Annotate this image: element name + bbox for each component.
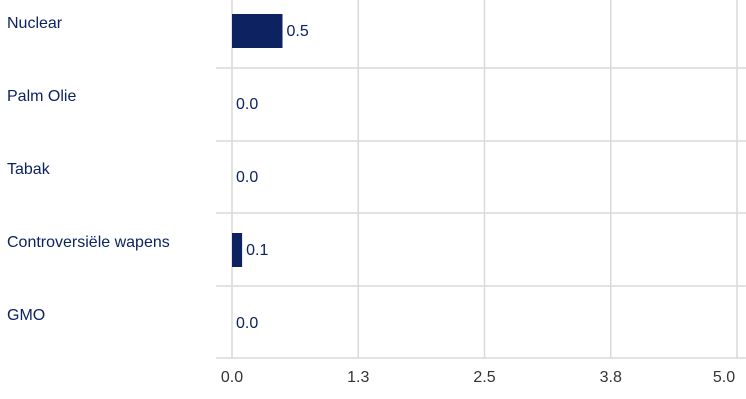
x-tick-label: 3.8 — [600, 369, 622, 386]
category-label: Tabak — [7, 161, 51, 178]
ticks-layer: 0.0 1.3 2.5 3.8 5.0 — [221, 369, 735, 386]
bars-layer — [232, 14, 283, 267]
x-tick-label: 0.0 — [221, 369, 243, 386]
category-label: Nuclear — [7, 15, 63, 32]
grid-layer — [216, 0, 746, 359]
x-tick-label: 5.0 — [713, 369, 735, 386]
category-label: Palm Olie — [7, 88, 76, 105]
x-tick-label: 1.3 — [347, 369, 369, 386]
labels-layer: Nuclear 0.5 Palm Olie 0.0 Tabak 0.0 Controvers… — [7, 15, 309, 332]
value-label: 0.5 — [287, 23, 309, 40]
bar — [232, 14, 283, 48]
value-label: 0.1 — [246, 242, 268, 259]
bar — [232, 233, 243, 267]
value-label: 0.0 — [236, 96, 258, 113]
category-label: GMO — [7, 307, 45, 324]
category-label: Controversiële wapens — [7, 234, 170, 251]
value-label: 0.0 — [236, 169, 258, 186]
x-tick-label: 2.5 — [473, 369, 495, 386]
value-label: 0.0 — [236, 315, 258, 332]
